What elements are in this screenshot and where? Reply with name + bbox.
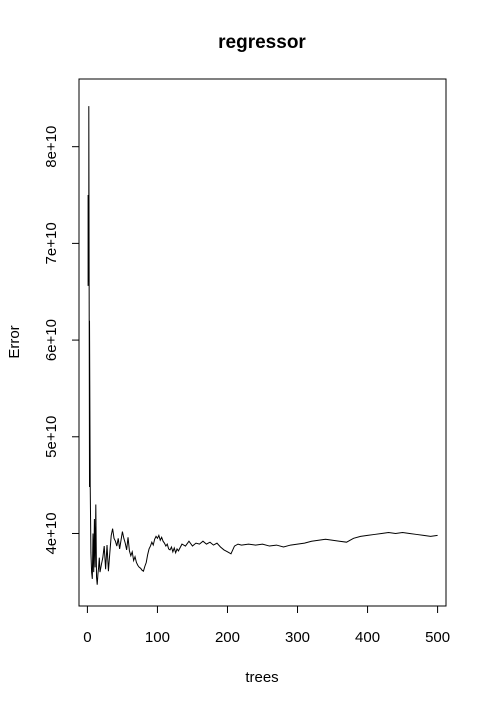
y-tick-label: 5e+10 <box>43 416 60 458</box>
error-series-line <box>87 106 438 585</box>
x-axis: 0 100 200 300 400 500 <box>83 605 450 646</box>
x-tick-label: 300 <box>285 629 310 646</box>
x-tick-label: 200 <box>215 629 240 646</box>
y-tick-label: 7e+10 <box>43 222 60 264</box>
x-axis-label: trees <box>245 669 278 686</box>
y-tick-label: 6e+10 <box>43 319 60 361</box>
x-tick-label: 0 <box>83 629 91 646</box>
x-tick-label: 100 <box>145 629 170 646</box>
y-tick-label: 4e+10 <box>43 512 60 554</box>
x-tick-label: 400 <box>355 629 380 646</box>
y-axis-label: Error <box>6 325 23 358</box>
y-tick-label: 8e+10 <box>43 126 60 168</box>
series-layer <box>87 106 438 585</box>
chart-title: regressor <box>218 32 306 53</box>
x-tick-label: 500 <box>425 629 450 646</box>
y-axis: 4e+10 5e+10 6e+10 7e+10 8e+10 <box>43 126 80 555</box>
